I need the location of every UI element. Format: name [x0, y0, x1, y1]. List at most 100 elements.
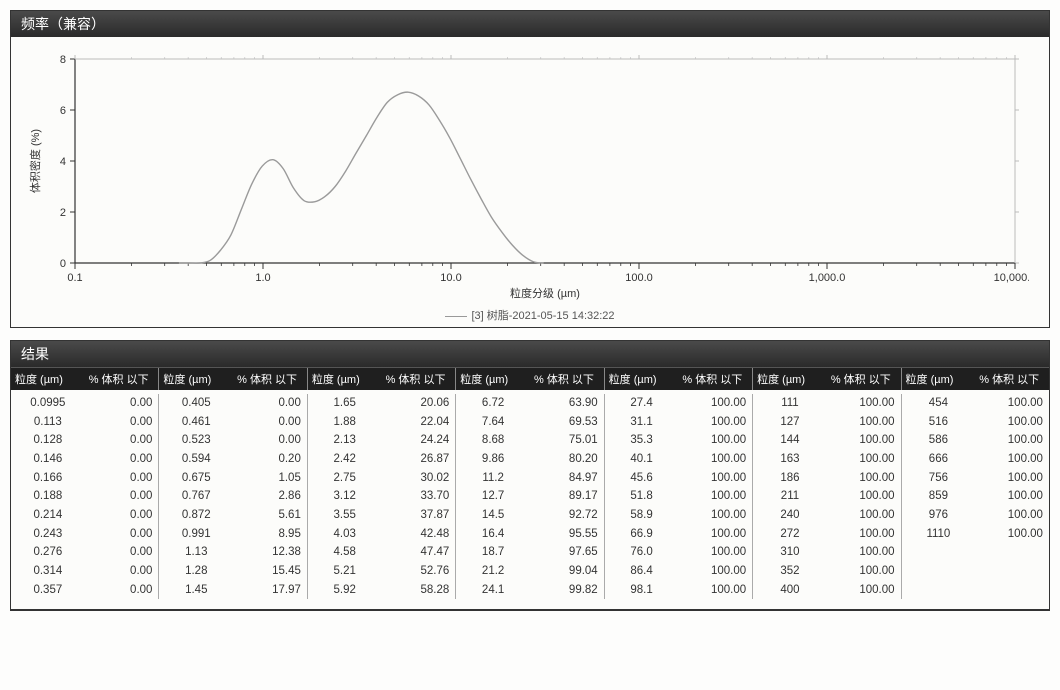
cell-pct: 17.97 — [233, 581, 307, 600]
cell-pct: 100.00 — [827, 525, 901, 544]
cell-pct: 100.00 — [678, 525, 752, 544]
col-size: 0.4050.4610.5230.5940.6750.7670.8720.991… — [159, 394, 233, 599]
cell-size: 1.65 — [308, 394, 382, 413]
svg-text:粒度分级 (µm): 粒度分级 (µm) — [510, 286, 580, 300]
cell-pct: 20.06 — [382, 394, 456, 413]
cell-size: 1.88 — [308, 413, 382, 432]
cell-size: 1.28 — [159, 562, 233, 581]
cell-size: 8.68 — [456, 431, 530, 450]
cell-size: 35.3 — [605, 431, 679, 450]
cell-size: 666 — [902, 450, 976, 469]
data-pair: 0.09950.1130.1280.1460.1660.1880.2140.24… — [11, 394, 159, 599]
header-pct: % 体积 以下 — [827, 368, 901, 390]
cell-size: 4.58 — [308, 543, 382, 562]
cell-pct: 0.00 — [233, 394, 307, 413]
header-pct: % 体积 以下 — [975, 368, 1049, 390]
chart-panel: 频率（兼容） 024680.11.010.0100.01,000.010,000… — [10, 10, 1050, 328]
cell-size: 24.1 — [456, 581, 530, 600]
cell-pct: 100.00 — [975, 450, 1049, 469]
cell-size: 2.42 — [308, 450, 382, 469]
cell-size: 18.7 — [456, 543, 530, 562]
cell-pct: 0.00 — [85, 431, 159, 450]
cell-size: 240 — [753, 506, 827, 525]
legend-line-sample — [445, 316, 467, 317]
distribution-chart: 024680.11.010.0100.01,000.010,000.0粒度分级 … — [19, 45, 1029, 305]
cell-size: 0.243 — [11, 525, 85, 544]
results-column-headers: 粒度 (µm)% 体积 以下粒度 (µm)% 体积 以下粒度 (µm)% 体积 … — [11, 367, 1049, 390]
cell-pct: 47.47 — [382, 543, 456, 562]
cell-size: 45.6 — [605, 469, 679, 488]
cell-pct: 0.00 — [85, 394, 159, 413]
cell-pct: 0.00 — [85, 506, 159, 525]
cell-pct: 89.17 — [530, 487, 604, 506]
cell-size: 3.12 — [308, 487, 382, 506]
cell-size: 0.188 — [11, 487, 85, 506]
header-pair: 粒度 (µm)% 体积 以下 — [456, 368, 604, 390]
cell-size: 0.767 — [159, 487, 233, 506]
cell-size: 5.21 — [308, 562, 382, 581]
header-size: 粒度 (µm) — [159, 368, 233, 390]
cell-pct: 0.00 — [85, 543, 159, 562]
cell-size: 0.276 — [11, 543, 85, 562]
col-pct: 20.0622.0424.2426.8730.0233.7037.8742.48… — [382, 394, 456, 599]
col-pct: 0.000.000.000.201.052.865.618.9512.3815.… — [233, 394, 307, 599]
header-size: 粒度 (µm) — [11, 368, 85, 390]
cell-pct: 100.00 — [678, 562, 752, 581]
cell-size: 0.675 — [159, 469, 233, 488]
cell-size: 859 — [902, 487, 976, 506]
cell-size: 976 — [902, 506, 976, 525]
chart-panel-title: 频率（兼容） — [11, 11, 1049, 37]
col-pct: 100.00100.00100.00100.00100.00100.00100.… — [678, 394, 752, 599]
data-pair: 6.727.648.689.8611.212.714.516.418.721.2… — [456, 394, 604, 599]
cell-pct: 100.00 — [827, 431, 901, 450]
cell-pct: 0.00 — [85, 581, 159, 600]
cell-size: 0.461 — [159, 413, 233, 432]
header-pair: 粒度 (µm)% 体积 以下 — [902, 368, 1049, 390]
cell-size: 2.13 — [308, 431, 382, 450]
cell-size: 0.128 — [11, 431, 85, 450]
cell-pct: 0.00 — [85, 487, 159, 506]
cell-pct: 100.00 — [975, 394, 1049, 413]
cell-pct: 92.72 — [530, 506, 604, 525]
header-pair: 粒度 (µm)% 体积 以下 — [605, 368, 753, 390]
cell-pct: 100.00 — [827, 562, 901, 581]
results-panel-title: 结果 — [11, 341, 1049, 367]
header-pct: % 体积 以下 — [678, 368, 752, 390]
cell-pct: 69.53 — [530, 413, 604, 432]
cell-pct: 100.00 — [975, 413, 1049, 432]
header-pair: 粒度 (µm)% 体积 以下 — [159, 368, 307, 390]
cell-size: 51.8 — [605, 487, 679, 506]
cell-pct: 12.38 — [233, 543, 307, 562]
results-data-grid: 0.09950.1130.1280.1460.1660.1880.2140.24… — [11, 390, 1049, 610]
data-pair: 111127144163186211240272310352400100.001… — [753, 394, 901, 599]
cell-size: 211 — [753, 487, 827, 506]
data-pair: 27.431.135.340.145.651.858.966.976.086.4… — [605, 394, 753, 599]
results-body: 粒度 (µm)% 体积 以下粒度 (µm)% 体积 以下粒度 (µm)% 体积 … — [11, 367, 1049, 610]
cell-pct: 100.00 — [678, 431, 752, 450]
col-size: 4545165866667568599761110 — [902, 394, 976, 599]
cell-size: 1110 — [902, 525, 976, 544]
cell-size: 111 — [753, 394, 827, 413]
cell-pct: 100.00 — [827, 413, 901, 432]
cell-pct: 0.00 — [85, 413, 159, 432]
cell-pct: 15.45 — [233, 562, 307, 581]
results-panel: 结果 粒度 (µm)% 体积 以下粒度 (µm)% 体积 以下粒度 (µm)% … — [10, 340, 1050, 611]
cell-pct: 100.00 — [827, 543, 901, 562]
chart-area: 024680.11.010.0100.01,000.010,000.0粒度分级 … — [11, 37, 1049, 327]
cell-size: 0.146 — [11, 450, 85, 469]
header-size: 粒度 (µm) — [605, 368, 679, 390]
svg-text:4: 4 — [60, 156, 66, 168]
header-size: 粒度 (µm) — [308, 368, 382, 390]
cell-pct: 100.00 — [975, 431, 1049, 450]
cell-pct: 0.20 — [233, 450, 307, 469]
cell-size: 31.1 — [605, 413, 679, 432]
col-size: 1.651.882.132.422.753.123.554.034.585.21… — [308, 394, 382, 599]
cell-size: 21.2 — [456, 562, 530, 581]
cell-size: 7.64 — [456, 413, 530, 432]
svg-text:1.0: 1.0 — [255, 272, 270, 284]
cell-pct: 99.82 — [530, 581, 604, 600]
cell-pct: 0.00 — [85, 469, 159, 488]
cell-size: 400 — [753, 581, 827, 600]
cell-size: 3.55 — [308, 506, 382, 525]
cell-pct: 100.00 — [975, 469, 1049, 488]
